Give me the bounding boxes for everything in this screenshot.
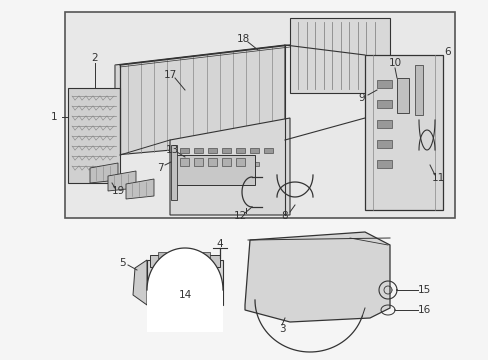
Text: 10: 10 [387, 58, 401, 68]
Text: 14: 14 [178, 290, 191, 300]
Text: 12: 12 [233, 211, 246, 221]
Bar [289, 18, 389, 93]
Bar [147, 260, 223, 305]
Polygon shape [90, 163, 118, 183]
Bar [194, 148, 203, 153]
Bar [376, 100, 391, 108]
Bar [222, 148, 230, 153]
Text: 7: 7 [156, 163, 163, 173]
Polygon shape [170, 118, 289, 215]
Bar [175, 155, 254, 185]
Bar [248, 162, 259, 166]
Bar [232, 162, 243, 166]
Text: 5: 5 [119, 258, 125, 268]
Bar [150, 255, 220, 267]
Bar [217, 162, 226, 166]
Bar [194, 158, 203, 166]
Polygon shape [244, 232, 389, 322]
Polygon shape [126, 179, 154, 199]
Bar [376, 160, 391, 168]
Bar [171, 145, 177, 200]
Text: 9: 9 [358, 93, 365, 103]
Bar [207, 158, 217, 166]
Text: 16: 16 [417, 305, 430, 315]
Bar [180, 148, 189, 153]
Bar [180, 252, 187, 258]
Bar [65, 12, 454, 218]
Bar [376, 140, 391, 148]
Bar [222, 158, 230, 166]
Bar [68, 88, 120, 183]
Bar [376, 80, 391, 88]
Text: 4: 4 [216, 239, 223, 249]
Text: 2: 2 [92, 53, 98, 63]
Text: 18: 18 [236, 34, 249, 44]
Text: 17: 17 [163, 70, 176, 80]
Text: 1: 1 [50, 112, 57, 122]
Bar [207, 148, 217, 153]
Text: 3: 3 [278, 324, 285, 334]
Bar [184, 162, 195, 166]
Polygon shape [108, 171, 136, 191]
Bar [236, 148, 244, 153]
Text: 19: 19 [111, 186, 124, 196]
Bar [414, 65, 422, 115]
Polygon shape [133, 260, 147, 305]
Polygon shape [115, 45, 285, 155]
Bar [236, 158, 244, 166]
Bar [201, 162, 210, 166]
Bar [396, 78, 408, 113]
Bar [249, 148, 259, 153]
Bar [202, 252, 209, 258]
Text: 15: 15 [417, 285, 430, 295]
Bar [158, 252, 165, 258]
Text: 8: 8 [281, 211, 288, 221]
Bar [180, 158, 189, 166]
Text: 6: 6 [444, 47, 450, 57]
Text: 13: 13 [165, 145, 178, 155]
Bar [376, 120, 391, 128]
Text: 11: 11 [430, 173, 444, 183]
Bar [364, 55, 442, 210]
Bar [264, 148, 272, 153]
